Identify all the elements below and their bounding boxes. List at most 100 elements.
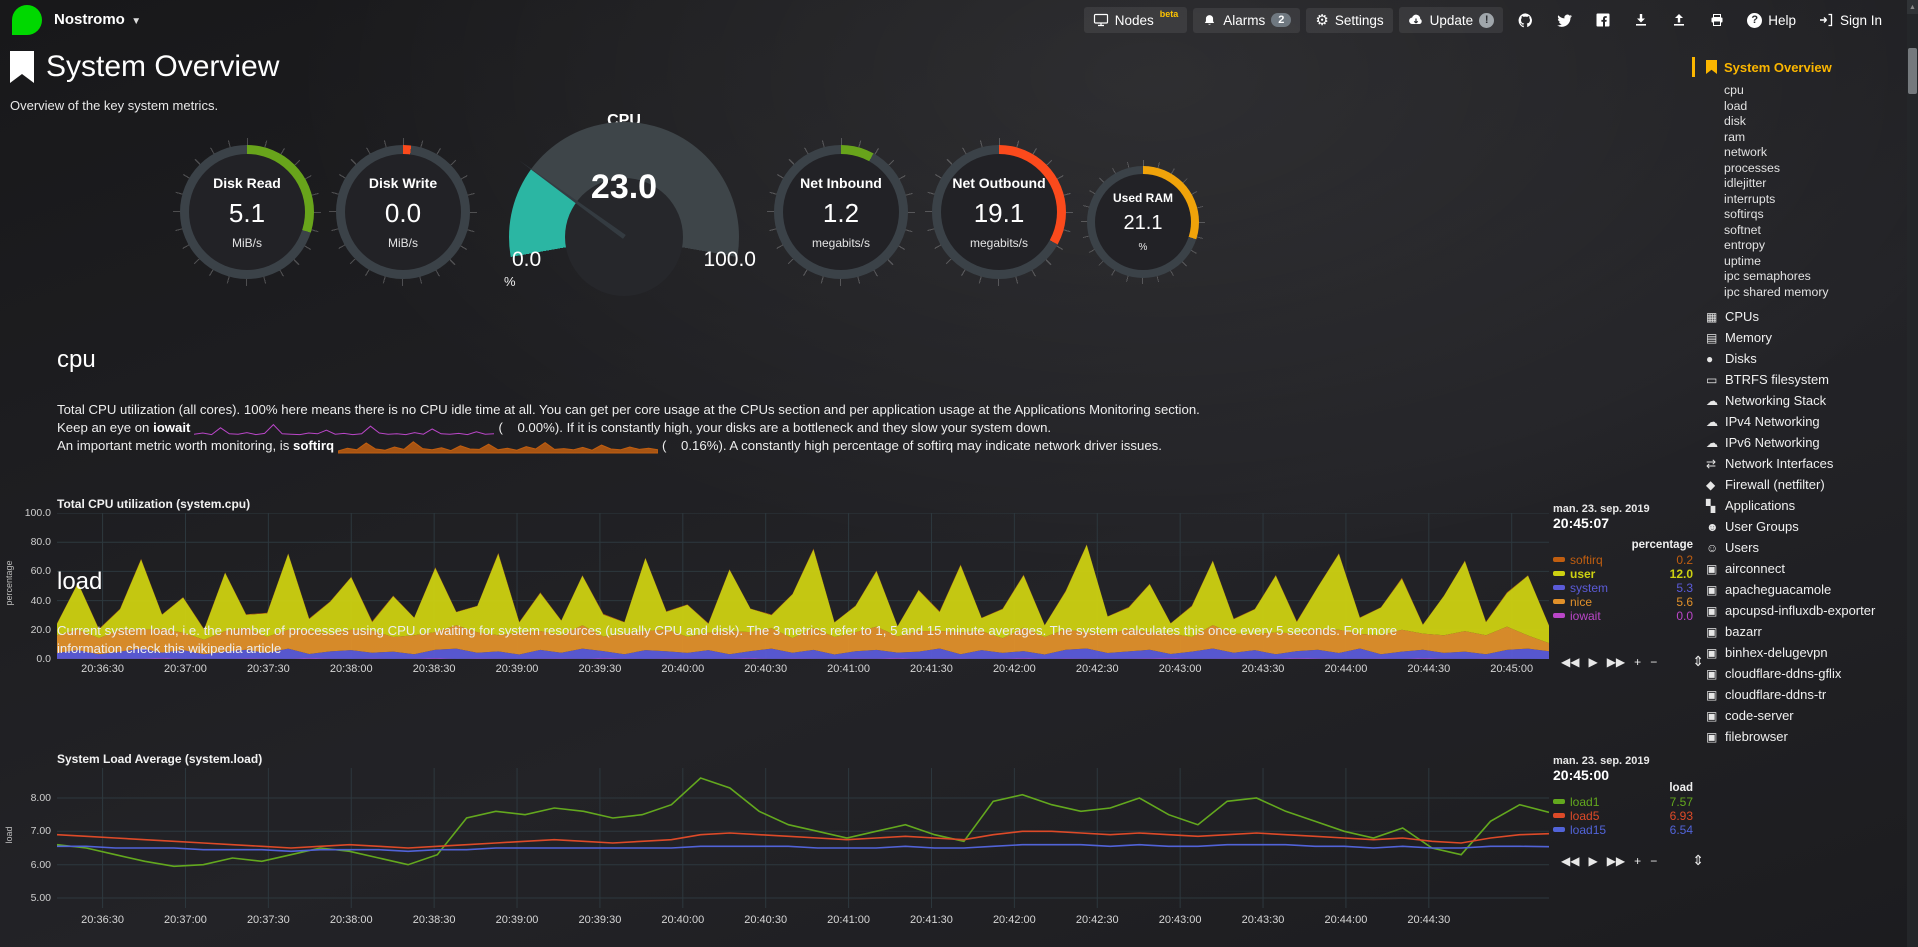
hostname-dropdown[interactable]: Nostromo ▼ — [54, 11, 141, 29]
sidebar-item-disks[interactable]: ● Disks — [1706, 351, 1902, 367]
sidebar-item-label: Networking Stack — [1725, 393, 1827, 408]
legend-series-value: 5.3 — [1676, 581, 1693, 595]
pan-forward-button[interactable]: ▶▶ — [1606, 853, 1626, 868]
print-button[interactable] — [1701, 7, 1733, 33]
legend-item-load15[interactable]: load15 6.54 — [1553, 823, 1695, 837]
sidebar-sub-item-load[interactable]: load — [1724, 98, 1748, 113]
settings-button[interactable]: ⚙ Settings — [1306, 7, 1393, 33]
x-tick-label: 20:42:30 — [1075, 914, 1119, 926]
zoom-in-button[interactable]: + — [1634, 853, 1642, 868]
chart-plot[interactable] — [57, 768, 1549, 908]
sidebar-item-bazarr[interactable]: ▣ bazarr — [1706, 624, 1902, 640]
x-tick-label: 20:42:00 — [992, 663, 1036, 675]
zoom-out-button[interactable]: − — [1650, 654, 1658, 669]
sidebar-item-airconnect[interactable]: ▣ airconnect — [1706, 561, 1902, 577]
sidebar-item-network-interfaces[interactable]: ⇄ Network Interfaces — [1706, 456, 1902, 472]
sidebar-item-apcupsd-influxdb-exporter[interactable]: ▣ apcupsd-influxdb-exporter — [1706, 603, 1902, 619]
scrollbar[interactable]: ▲ — [1907, 0, 1918, 947]
scroll-up-arrow-icon[interactable]: ▲ — [1907, 0, 1918, 14]
gauge-used-ram[interactable]: Used RAM 21.1% — [1081, 160, 1205, 284]
chart-plot[interactable] — [57, 513, 1549, 659]
pan-backward-button[interactable]: ◀◀ — [1561, 654, 1580, 669]
sidebar-sub-item-ipc-semaphores[interactable]: ipc semaphores — [1724, 269, 1811, 283]
sidebar-item-filebrowser[interactable]: ▣ filebrowser — [1706, 729, 1902, 745]
twitter-button[interactable] — [1548, 7, 1581, 34]
alarms-button[interactable]: Alarms 2 — [1193, 7, 1301, 33]
load-chart[interactable]: System Load Average (system.load) 8.00 7.0… — [4, 752, 1549, 944]
sidebar-item-user-groups[interactable]: ☻ User Groups — [1706, 519, 1902, 535]
netdata-logo-icon[interactable] — [12, 5, 42, 35]
sidebar-sub-item-idlejitter[interactable]: idlejitter — [1724, 176, 1767, 190]
sidebar-item-firewall-netfilter-[interactable]: ◆ Firewall (netfilter) — [1706, 477, 1902, 493]
help-button[interactable]: ? Help — [1739, 8, 1804, 33]
sidebar-item-applications[interactable]: ▚ Applications — [1706, 498, 1902, 514]
legend-item-user[interactable]: user 12.0 — [1553, 567, 1695, 581]
pan-backward-button[interactable]: ◀◀ — [1561, 853, 1580, 868]
sidebar-item-code-server[interactable]: ▣ code-server — [1706, 708, 1902, 724]
update-button[interactable]: Update ! — [1398, 7, 1504, 33]
nodes-button[interactable]: Nodes beta — [1083, 7, 1188, 33]
sidebar-item-cloudflare-ddns-tr[interactable]: ▣ cloudflare-ddns-tr — [1706, 687, 1902, 703]
sidebar-sub-item-softirqs[interactable]: softirqs — [1724, 207, 1764, 221]
legend-item-load1[interactable]: load1 7.57 — [1553, 795, 1695, 809]
sidebar-item-binhex-delugevpn[interactable]: ▣ binhex-delugevpn — [1706, 645, 1902, 661]
resize-handle[interactable]: ⇕ — [1692, 852, 1704, 868]
sidebar-item-apacheguacamole[interactable]: ▣ apacheguacamole — [1706, 582, 1902, 598]
gauge-disk-write[interactable]: Disk Write 0.0 MiB/s — [329, 138, 477, 286]
legend-item-system[interactable]: system 5.3 — [1553, 581, 1695, 595]
cpu-chart[interactable]: Total CPU utilization (system.cpu) 100.0 8… — [4, 497, 1549, 689]
help-label: Help — [1768, 12, 1796, 28]
cube-icon: ▣ — [1706, 562, 1718, 576]
signin-button[interactable]: Sign In — [1810, 7, 1890, 33]
legend-item-iowait[interactable]: iowait 0.0 — [1553, 609, 1695, 623]
sidebar-sub-item-ipc-shared-memory[interactable]: ipc shared memory — [1724, 284, 1829, 299]
sidebar-sub-item-softnet[interactable]: softnet — [1724, 222, 1761, 237]
nodes-label: Nodes — [1114, 12, 1154, 28]
sidebar-item-ipv4-networking[interactable]: ☁ IPv4 Networking — [1706, 414, 1902, 430]
scrollbar-thumb[interactable] — [1908, 48, 1917, 94]
legend-item-softirq[interactable]: softirq 0.2 — [1553, 553, 1695, 567]
facebook-button[interactable] — [1587, 7, 1619, 33]
chart-title: Total CPU utilization (system.cpu) — [57, 497, 251, 511]
sidebar-sub-item-cpu[interactable]: cpu — [1724, 83, 1744, 97]
sidebar-item-users[interactable]: ☺ Users — [1706, 540, 1902, 556]
github-button[interactable] — [1509, 7, 1542, 34]
x-tick-label: 20:40:30 — [744, 663, 788, 675]
sidebar-sub-item-processes[interactable]: processes — [1724, 160, 1781, 175]
sidebar-item-ipv6-networking[interactable]: ☁ IPv6 Networking — [1706, 435, 1902, 451]
sidebar-sub-item-entropy[interactable]: entropy — [1724, 238, 1766, 252]
sidebar-item-cloudflare-ddns-gflix[interactable]: ▣ cloudflare-ddns-gflix — [1706, 666, 1902, 682]
gauge-net-outbound[interactable]: Net Outbound 19.1 megabits/s — [925, 138, 1073, 286]
gauge-net-inbound[interactable]: Net Inbound 1.2 megabits/s — [767, 138, 915, 286]
cpu-gauge[interactable]: CPU 23.0 0.0 100.0 % — [498, 112, 756, 352]
sidebar-sub-item-interrupts[interactable]: interrupts — [1724, 191, 1776, 206]
sidebar-item-memory[interactable]: ▤ Memory — [1706, 330, 1902, 346]
cube-icon: ▣ — [1706, 730, 1718, 744]
sidebar-item-label: IPv6 Networking — [1725, 435, 1820, 450]
sidebar-item-cpus[interactable]: ▦ CPUs — [1706, 309, 1902, 325]
pan-forward-button[interactable]: ▶▶ — [1606, 654, 1626, 669]
zoom-in-button[interactable]: + — [1634, 654, 1642, 669]
zoom-out-button[interactable]: − — [1650, 853, 1658, 868]
import-snapshot-button[interactable] — [1663, 7, 1695, 33]
text: ). If it is constantly high, your disks … — [554, 420, 1052, 435]
play-button[interactable]: ▶ — [1588, 853, 1598, 868]
sidebar-sub-item-network[interactable]: network — [1724, 145, 1768, 159]
sidebar-item-btrfs-filesystem[interactable]: ▭ BTRFS filesystem — [1706, 372, 1902, 388]
sidebar-sub-item-ram[interactable]: ram — [1724, 129, 1746, 144]
sidebar-item-networking-stack[interactable]: ☁ Networking Stack — [1706, 393, 1902, 409]
sidebar-sub-item-uptime[interactable]: uptime — [1724, 253, 1761, 268]
x-tick-label: 20:38:00 — [329, 914, 373, 926]
export-snapshot-button[interactable] — [1625, 7, 1657, 33]
x-tick-label: 20:37:00 — [164, 914, 207, 926]
wikipedia-link[interactable]: wikipedia article — [188, 641, 282, 657]
gauge-unit: MiB/s — [232, 235, 262, 250]
legend-item-load5[interactable]: load5 6.93 — [1553, 809, 1695, 823]
play-button[interactable]: ▶ — [1588, 654, 1598, 669]
gauge-disk-read[interactable]: Disk Read 5.1 MiB/s — [173, 138, 321, 286]
resize-handle[interactable]: ⇕ — [1692, 653, 1704, 669]
sidebar-item-system-overview[interactable]: System Overview — [1692, 57, 1908, 77]
y-tick-label: 100.0 — [24, 507, 51, 519]
legend-item-nice[interactable]: nice 5.6 — [1553, 595, 1695, 609]
sidebar-sub-item-disk[interactable]: disk — [1724, 114, 1746, 128]
